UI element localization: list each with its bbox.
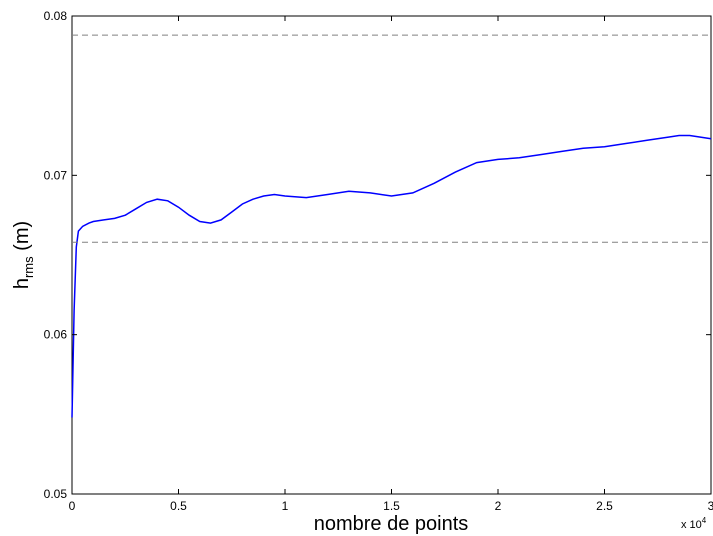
x-tick-label: 3 xyxy=(708,499,713,513)
x-tick-label: 1 xyxy=(282,499,289,513)
x-tick-label: 0 xyxy=(69,499,76,513)
plot-area xyxy=(71,15,712,495)
y-axis-title-main: h xyxy=(11,278,33,289)
x-axis-multiplier: x 104 xyxy=(681,516,707,531)
x-axis-multiplier-base: x 10 xyxy=(681,519,702,531)
series-layer xyxy=(71,34,712,418)
tick-layer: 0 0.5 1 1.5 2 2.5 3 0.05 0.06 0.07 0.08 xyxy=(44,9,713,513)
x-tick-label: 2.5 xyxy=(596,499,613,513)
x-tick-label: 1.5 xyxy=(383,499,400,513)
y-axis-title-sub: rms xyxy=(21,256,36,278)
y-tick-label: 0.07 xyxy=(44,168,68,182)
y-tick-label: 0.08 xyxy=(44,9,68,23)
y-tick-label: 0.06 xyxy=(44,328,68,342)
y-axis-title: hrms (m) xyxy=(11,221,36,289)
y-tick-label: 0.05 xyxy=(44,487,68,501)
y-axis-title-unit: (m) xyxy=(11,221,33,257)
x-axis-multiplier-exponent: 4 xyxy=(702,516,707,525)
x-axis-title: nombre de points xyxy=(314,513,469,535)
x-tick-label: 2 xyxy=(495,499,502,513)
x-tick-label: 0.5 xyxy=(170,499,187,513)
series-line xyxy=(71,134,712,418)
